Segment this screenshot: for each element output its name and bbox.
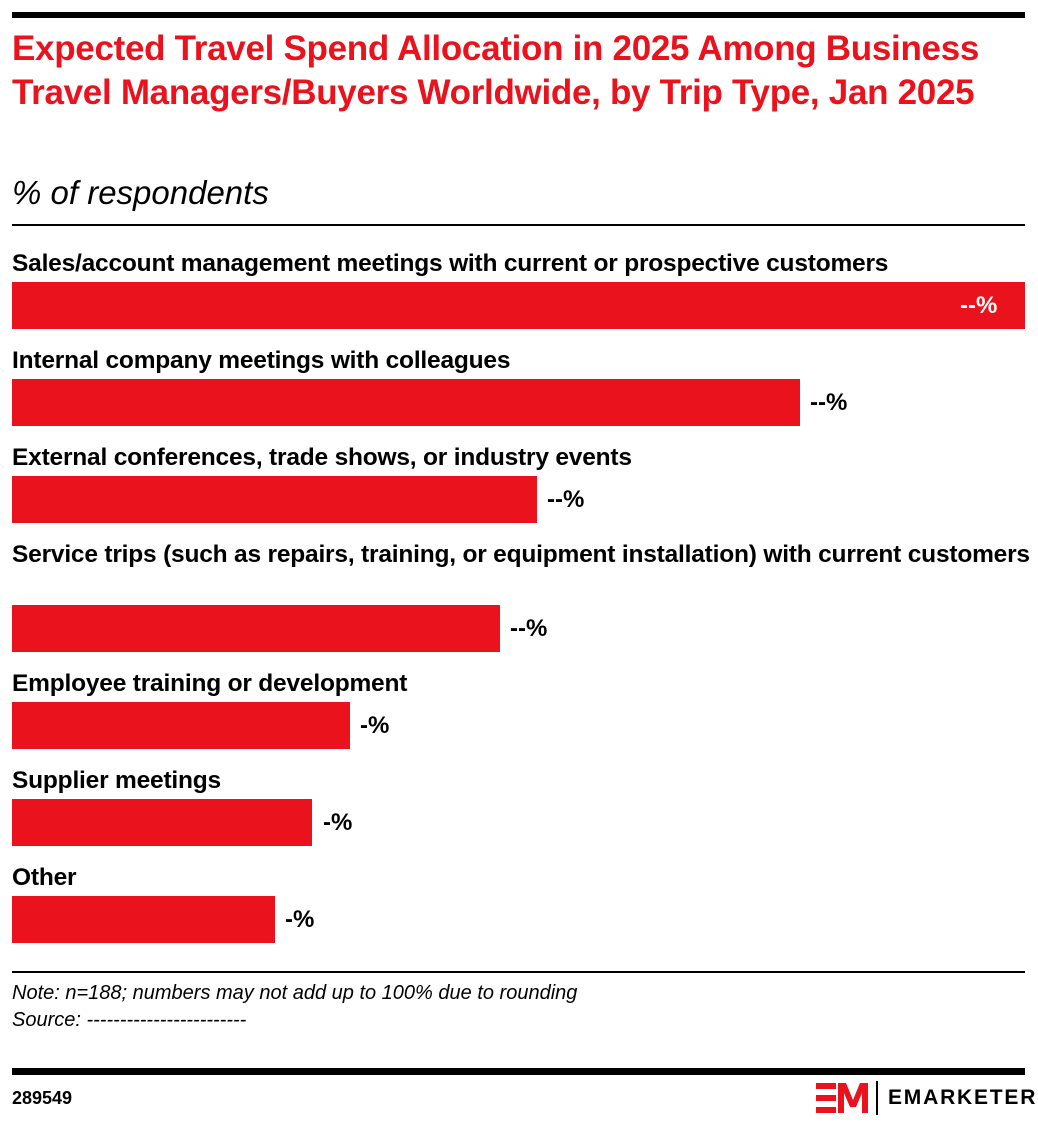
header-divider bbox=[12, 224, 1025, 226]
bar-label: Service trips (such as repairs, training… bbox=[12, 541, 1030, 568]
bar-value: --% bbox=[547, 486, 585, 513]
footer-divider bbox=[12, 971, 1025, 973]
bar-value: -% bbox=[323, 809, 353, 836]
bar bbox=[12, 379, 800, 426]
bar-label: Sales/account management meetings with c… bbox=[12, 250, 889, 277]
bar-value: --% bbox=[510, 615, 548, 642]
note-text: Note: n=188; numbers may not add up to 1… bbox=[12, 982, 578, 1004]
bar-label: Supplier meetings bbox=[12, 767, 221, 794]
chart-title: Expected Travel Spend Allocation in 2025… bbox=[12, 29, 980, 112]
bar bbox=[12, 896, 275, 943]
bar-label: External conferences, trade shows, or in… bbox=[12, 444, 632, 471]
bar-label: Other bbox=[12, 864, 77, 891]
bar-value: -% bbox=[360, 712, 390, 739]
bar-value: --% bbox=[960, 292, 998, 319]
bar bbox=[12, 476, 537, 523]
bar bbox=[12, 702, 350, 749]
brand-name: EMARKETER bbox=[888, 1086, 1038, 1109]
emarketer-logo: EMARKETER bbox=[816, 1080, 1037, 1116]
bar bbox=[12, 282, 1025, 329]
bar-value: -% bbox=[285, 906, 315, 933]
top-rule bbox=[12, 12, 1025, 18]
footnote: Note: n=188; numbers may not add up to 1… bbox=[12, 980, 577, 1034]
em-logo-icon bbox=[816, 1083, 868, 1113]
chart-subtitle: % of respondents bbox=[12, 174, 269, 211]
bar-label: Employee training or development bbox=[12, 670, 408, 697]
bar bbox=[12, 605, 500, 652]
logo-divider bbox=[876, 1081, 878, 1115]
bar-value: --% bbox=[810, 389, 848, 416]
source-text: Source: ------------------------ bbox=[12, 1009, 247, 1031]
bottom-rule bbox=[12, 1068, 1025, 1075]
bar-label: Internal company meetings with colleague… bbox=[12, 347, 511, 374]
chart-id: 289549 bbox=[12, 1088, 73, 1108]
bar bbox=[12, 799, 312, 846]
